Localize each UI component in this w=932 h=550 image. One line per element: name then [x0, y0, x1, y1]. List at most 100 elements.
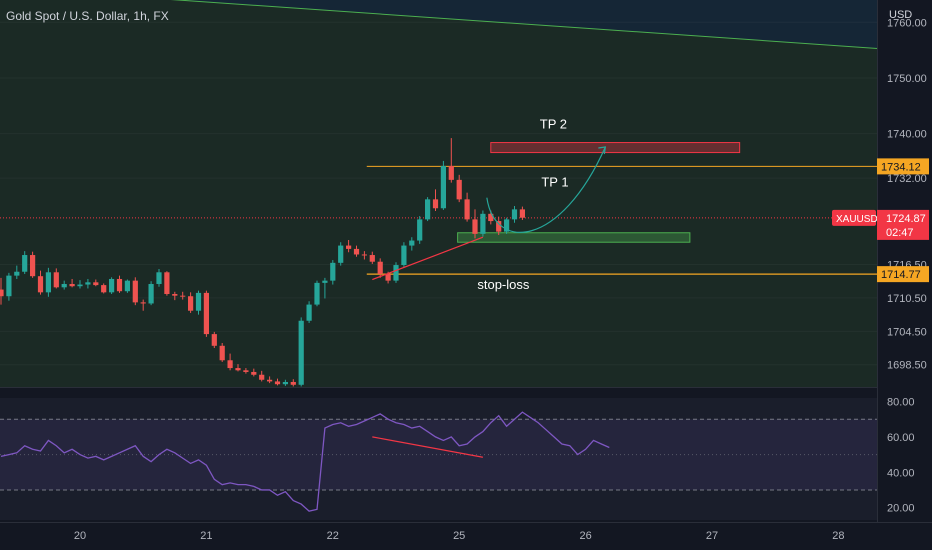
- candle-body: [14, 271, 20, 276]
- level-tag-upper-text: 1734.12: [881, 161, 921, 173]
- candle-body: [203, 292, 209, 335]
- candle-body: [195, 292, 202, 311]
- last-price-tag: [877, 209, 929, 240]
- candle-body: [164, 272, 170, 295]
- currency-label: USD: [889, 9, 913, 21]
- projection-arrowhead: [598, 146, 607, 155]
- level-tag-upper: [877, 158, 929, 175]
- rsi-tick-label: 80.00: [887, 397, 915, 409]
- time-tick-label: 27: [706, 530, 718, 542]
- last-price-value: 1724.87: [886, 213, 926, 225]
- candle-body: [219, 345, 225, 361]
- candle-body: [377, 261, 383, 274]
- candle-body: [393, 265, 399, 281]
- candle-body: [385, 273, 391, 281]
- candle-body: [156, 272, 162, 284]
- rsi-line: [0, 411, 610, 512]
- price-tick-label: 1710.50: [887, 293, 927, 305]
- candle-body: [472, 219, 478, 234]
- candle-body: [235, 368, 241, 371]
- candle-body: [504, 219, 510, 232]
- trend-shading: [1, 0, 877, 49]
- price-tick-label: 1760.00: [887, 17, 927, 29]
- projection-curve: [486, 146, 606, 233]
- candle-body: [330, 262, 336, 281]
- candle-body: [85, 282, 91, 285]
- candle-body: [338, 245, 344, 263]
- candle-body: [496, 221, 502, 232]
- symbol-title: Gold Spot / U.S. Dollar, 1h, FX: [6, 9, 169, 23]
- candle-body: [6, 275, 12, 297]
- rsi-tick-label: 20.00: [887, 503, 915, 515]
- candle-body: [401, 245, 407, 266]
- candle-body: [267, 379, 273, 382]
- symbol-tag: [832, 209, 876, 226]
- time-tick-label: 28: [832, 530, 844, 542]
- candle-body: [456, 179, 462, 200]
- candle-body: [211, 334, 217, 346]
- symbol-tag-text: XAUUSD: [836, 214, 878, 225]
- candle-body: [69, 283, 75, 287]
- candle-body: [290, 381, 296, 385]
- level-tag-lower: [877, 266, 929, 283]
- candle-body: [0, 289, 4, 297]
- candle-body: [148, 283, 154, 304]
- candle-body: [188, 296, 194, 311]
- time-tick-label: 22: [327, 530, 339, 542]
- candle-body: [101, 285, 107, 293]
- rsi-tick-label: 40.00: [887, 467, 915, 479]
- candle-body: [227, 360, 233, 369]
- candle-body: [77, 284, 83, 287]
- candle-body: [22, 255, 28, 272]
- tp1-label: TP 1: [541, 174, 568, 189]
- price-tick-label: 1750.00: [887, 73, 927, 85]
- candle-body: [464, 199, 470, 220]
- candle-body: [298, 320, 304, 385]
- tp2-zone: [490, 142, 741, 154]
- candle-body: [116, 278, 123, 292]
- time-tick-label: 25: [453, 530, 465, 542]
- candle-body: [361, 254, 367, 256]
- candle-body: [172, 294, 178, 296]
- candle-body: [314, 282, 320, 305]
- price-tick-label: 1704.50: [887, 326, 927, 338]
- price-axis: [877, 0, 932, 530]
- tp2-label: TP 2: [540, 117, 567, 132]
- last-price-countdown: 02:47: [886, 227, 914, 239]
- candle-body: [432, 199, 439, 209]
- candle-body: [140, 302, 146, 304]
- candle-body: [440, 165, 446, 209]
- time-tick-label: 26: [579, 530, 591, 542]
- rsi-divergence-line: [372, 436, 484, 458]
- candle-body: [519, 209, 525, 218]
- candle-body: [132, 280, 138, 303]
- stop-loss-label: stop-loss: [477, 277, 530, 292]
- candle-body: [488, 213, 494, 222]
- candle-body: [417, 219, 423, 241]
- candle-body: [282, 381, 288, 385]
- time-tick-label: 20: [74, 530, 86, 542]
- candle-body: [109, 278, 115, 293]
- price-tick-label: 1740.00: [887, 129, 927, 141]
- candle-body: [124, 280, 130, 292]
- price-divergence-line: [372, 236, 484, 281]
- downtrend-line: [170, 0, 926, 53]
- candle-body: [93, 282, 99, 286]
- level-tag-lower-text: 1714.77: [881, 269, 921, 281]
- candle-body: [61, 283, 67, 288]
- candle-body: [480, 213, 486, 234]
- candle-body: [346, 245, 352, 249]
- candle-body: [306, 304, 312, 321]
- candle-body: [37, 276, 44, 293]
- candle-body: [322, 280, 328, 283]
- candle-body: [251, 371, 257, 375]
- entry-zone: [457, 232, 691, 243]
- candle-body: [243, 370, 249, 372]
- candle-body: [511, 209, 518, 220]
- candle-body: [369, 255, 375, 262]
- candle-body: [30, 255, 36, 277]
- time-axis: [0, 522, 932, 550]
- candle-body: [274, 381, 281, 385]
